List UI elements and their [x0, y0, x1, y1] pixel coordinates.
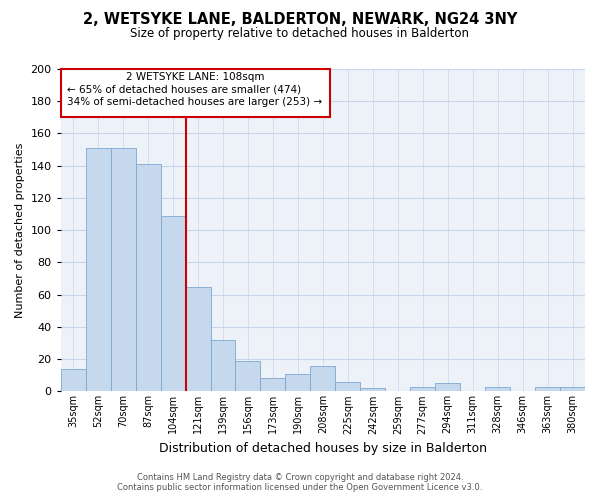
Text: Contains HM Land Registry data © Crown copyright and database right 2024.
Contai: Contains HM Land Registry data © Crown c… [118, 473, 482, 492]
Bar [535, 386, 560, 392]
Bar [335, 382, 361, 392]
Bar [560, 386, 585, 392]
Text: 2, WETSYKE LANE, BALDERTON, NEWARK, NG24 3NY: 2, WETSYKE LANE, BALDERTON, NEWARK, NG24… [83, 12, 517, 28]
Bar [435, 384, 460, 392]
Bar [260, 378, 286, 392]
Bar [211, 340, 235, 392]
Bar [485, 386, 510, 392]
Bar [110, 148, 136, 392]
Bar [286, 374, 310, 392]
Bar [235, 361, 260, 392]
Text: Size of property relative to detached houses in Balderton: Size of property relative to detached ho… [131, 28, 470, 40]
Bar [410, 386, 435, 392]
Bar [310, 366, 335, 392]
Text: 2 WETSYKE LANE: 108sqm: 2 WETSYKE LANE: 108sqm [126, 72, 265, 82]
Bar [86, 148, 110, 392]
Bar [185, 286, 211, 392]
Bar [136, 164, 161, 392]
Bar [161, 216, 185, 392]
Y-axis label: Number of detached properties: Number of detached properties [15, 142, 25, 318]
Bar [361, 388, 385, 392]
X-axis label: Distribution of detached houses by size in Balderton: Distribution of detached houses by size … [159, 442, 487, 455]
Text: 34% of semi-detached houses are larger (253) →: 34% of semi-detached houses are larger (… [67, 96, 322, 106]
Text: ← 65% of detached houses are smaller (474): ← 65% of detached houses are smaller (47… [67, 84, 301, 94]
Bar [61, 369, 86, 392]
